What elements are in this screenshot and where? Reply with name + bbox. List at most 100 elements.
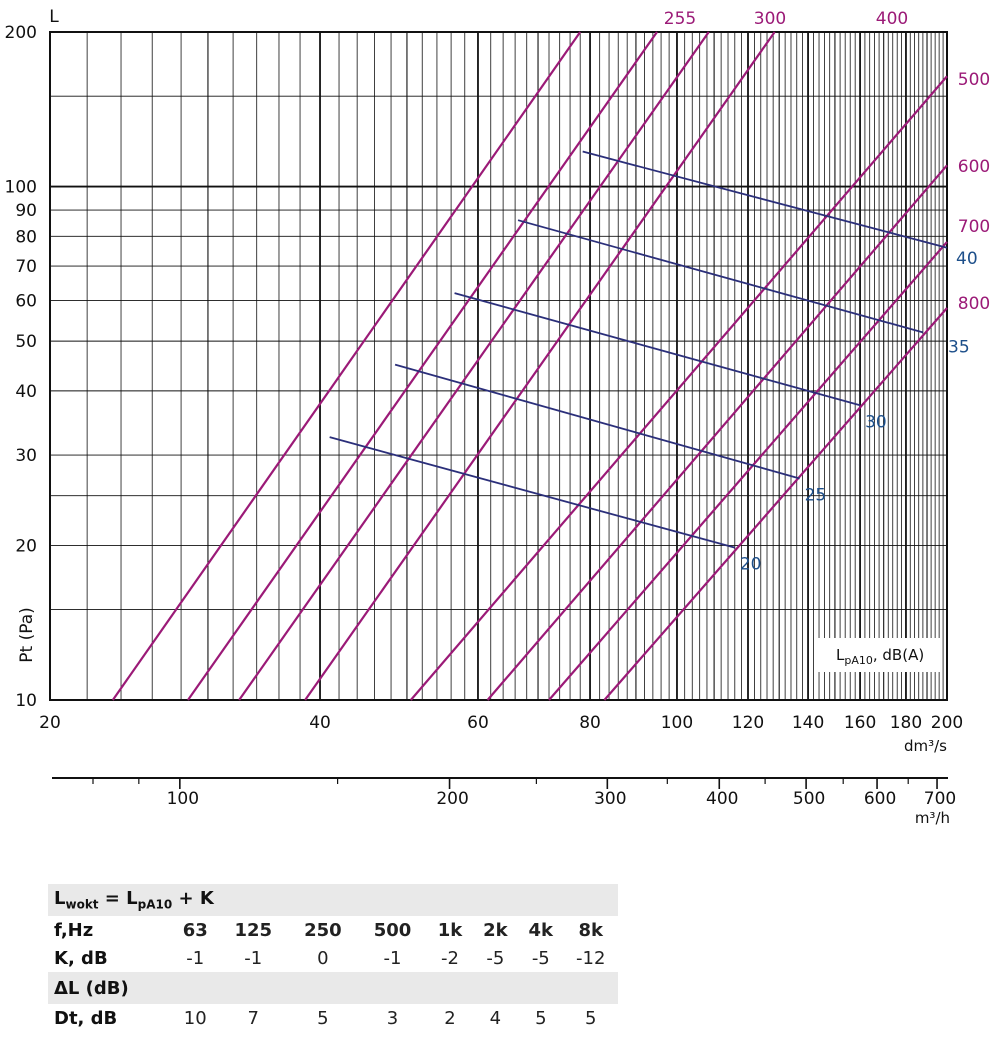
y-tick-label: 90 [15,201,37,221]
y-axis-title: Pt (Pa) [17,607,37,663]
diameter-line [111,31,582,701]
sound-level-label: 35 [948,337,970,357]
delta-title: ΔL (dB) [48,972,618,1004]
grid [49,31,948,701]
sound-level-label: 25 [805,486,827,506]
diameter-label: 300 [754,9,786,29]
series-lines [111,31,948,701]
sound-level-label: 20 [740,555,762,575]
frequency-cell-6: 4k [528,919,554,941]
sound-table: Lwokt = LpA10 + K f,Hz 63 125 250 500 1k 2k 4k… [48,884,618,1032]
dt-cell-3: 3 [386,1007,399,1029]
diameter-line [304,31,776,701]
frequency-cell-5: 2k [483,919,508,941]
frequency-row: f,Hz 63 125 250 500 1k 2k 4k 8k [48,916,618,944]
y-tick-label: 80 [15,227,37,247]
sound-level-label: 30 [865,412,887,432]
m3h-axis-title: m³/h [915,809,950,827]
sound-level-label: 40 [956,249,978,269]
labels: 20 40 60 80 100 120 140 160 180 200dm³/s102030405… [5,7,991,755]
diameter-line-unlabeled [238,31,710,701]
x-tick-label: 80 [579,713,601,733]
x-tick-label: 180 [890,713,922,733]
fan-chart: 20 40 60 80 100 120 140 160 180 200dm³/s102030405… [5,7,991,827]
dt-label: Dt, dB [54,1007,118,1029]
sound-line [517,219,924,334]
x-tick-label: 100 [661,713,693,733]
legend: LpA10, dB(A) [818,638,940,672]
k-cell-7: -12 [576,947,606,969]
x-tick-label: 60 [467,713,489,733]
dt-cell-6: 5 [535,1007,547,1029]
m3h-tick-label: 400 [706,789,738,809]
k-row: K, dB -1 -1 0 -1 -2 -5 -5 -12 [48,944,618,972]
diameter-label: 255 [664,9,696,29]
x-tick-label: 40 [309,713,331,733]
frequency-cell-4: 1k [437,919,463,941]
frequency-cell-7: 8k [578,919,603,941]
dt-cell-4: 2 [444,1007,456,1029]
m3h-tick-label: 200 [436,789,468,809]
y-top-label: L [49,7,59,27]
y-tick-label: 70 [15,257,37,277]
m3h-tick-label: 300 [594,789,626,809]
dt-row: Dt, dB 10 7 5 3 2 4 5 5 [48,1004,618,1032]
diameter-line [548,241,948,701]
diameter-label: 600 [958,157,990,177]
k-cell-4: -2 [441,947,459,969]
x-tick-label: 20 [39,713,61,733]
diameter-label: 400 [876,9,908,29]
y-tick-label: 60 [15,291,37,311]
y-tick-label: 10 [15,691,37,711]
diameter-line [486,164,948,701]
m3h-tick-label: 100 [167,789,199,809]
x-tick-label: 120 [732,713,764,733]
y-tick-label: 20 [15,536,37,556]
dt-cell-0: 10 [183,1007,207,1029]
k-label: K, dB [54,947,108,969]
diameter-line [409,75,948,701]
y-tick-label: 40 [15,382,37,402]
dt-cell-5: 4 [489,1007,502,1029]
table-title: Lwokt = LpA10 + K [48,884,618,916]
legend-text: LpA10, dB(A) [836,646,924,667]
legend-box [818,638,940,672]
table-title-row: Lwokt = LpA10 + K [48,884,618,916]
delta-title-row: ΔL (dB) [48,972,618,1004]
dt-cell-7: 5 [585,1007,597,1029]
frequency-cell-0: 63 [182,919,208,941]
dt-cell-1: 7 [247,1007,259,1029]
x-tick-label: 160 [844,713,876,733]
frequency-cell-3: 500 [373,919,412,941]
y-tick-label: 30 [15,446,37,466]
plot-frame [49,31,948,701]
k-cell-1: -1 [244,947,263,969]
dt-cell-2: 5 [317,1007,329,1029]
y-tick-label: 200 [5,23,37,43]
sound-line [582,150,948,249]
diameter-label: 700 [958,217,990,237]
m3h-tick-label: 700 [924,789,956,809]
sound-line [454,292,861,407]
frequency-cell-2: 250 [304,919,342,941]
k-cell-5: -5 [486,947,505,969]
y-tick-label: 100 [5,178,37,198]
diameter-line [187,31,658,701]
frequency-label: f,Hz [54,919,94,941]
frequency-cell-1: 125 [234,919,273,941]
k-cell-2: 0 [317,947,329,969]
x-axis-title: dm³/s [904,737,947,755]
x-tick-label: 140 [792,713,824,733]
sound-line [329,436,736,549]
k-cell-3: -1 [383,947,402,969]
diameter-label: 500 [958,70,990,90]
diameter-line [603,307,948,701]
k-cell-0: -1 [186,947,205,969]
diameter-label: 800 [958,294,990,314]
y-tick-label: 50 [15,332,37,352]
m3h-tick-label: 500 [793,789,825,809]
sound-line [394,363,800,480]
k-cell-6: -5 [531,947,550,969]
m3h-tick-label: 600 [864,789,896,809]
